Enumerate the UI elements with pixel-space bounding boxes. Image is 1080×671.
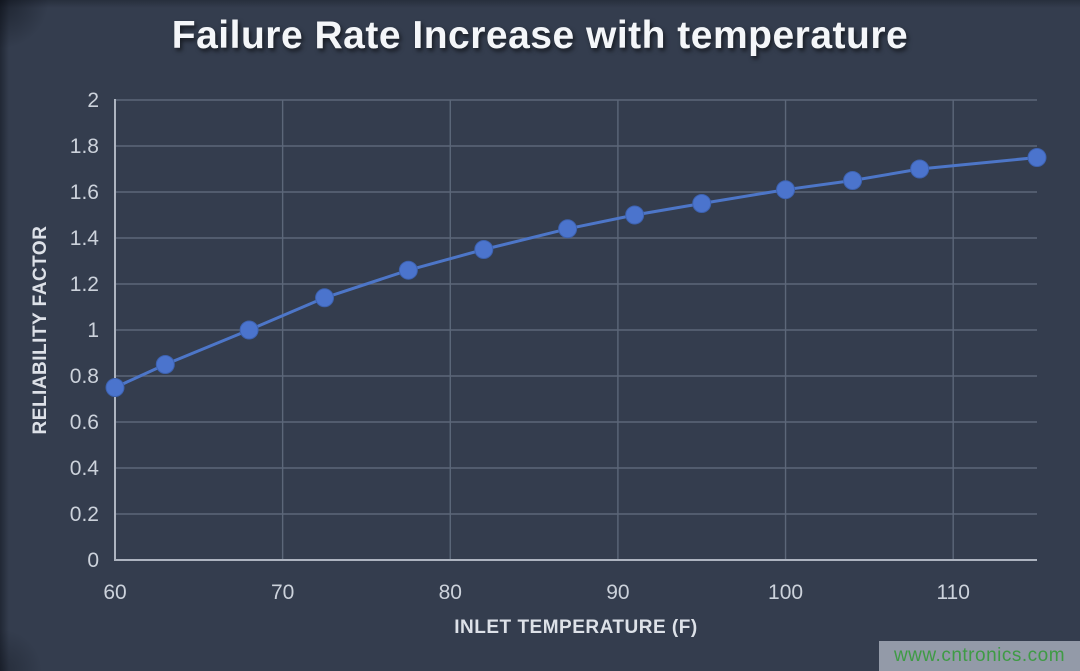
data-point-marker bbox=[239, 320, 259, 340]
data-point-marker bbox=[625, 205, 645, 225]
data-point-marker bbox=[105, 378, 125, 397]
data-point-marker bbox=[558, 219, 578, 239]
data-point-marker bbox=[398, 260, 418, 280]
data-point-marker bbox=[474, 240, 494, 259]
y-tick-label: 0.2 bbox=[70, 503, 99, 526]
y-tick-label: 2 bbox=[87, 89, 99, 112]
y-tick-label: 0.6 bbox=[70, 411, 99, 434]
y-tick-label: 0.4 bbox=[70, 457, 100, 480]
y-tick-label: 0.8 bbox=[70, 365, 99, 388]
x-tick-label: 70 bbox=[271, 581, 294, 604]
data-point-marker bbox=[776, 180, 796, 200]
x-tick-label: 110 bbox=[936, 581, 969, 604]
data-point-marker bbox=[843, 171, 863, 190]
x-tick-label: 80 bbox=[439, 581, 462, 604]
y-tick-label: 1.4 bbox=[70, 227, 100, 250]
y-tick-label: 0 bbox=[87, 549, 99, 572]
data-point-marker bbox=[1027, 148, 1047, 167]
y-tick-label: 1.6 bbox=[70, 181, 99, 204]
x-tick-label: 60 bbox=[103, 581, 126, 604]
y-axis-title: RELIABILITY FACTOR bbox=[30, 226, 51, 435]
data-point-marker bbox=[315, 288, 335, 308]
watermark-strip: www.cntronics.com bbox=[879, 641, 1080, 671]
y-tick-label: 1.2 bbox=[70, 273, 99, 296]
y-tick-label: 1 bbox=[87, 319, 99, 342]
watermark-text: www.cntronics.com bbox=[893, 645, 1066, 666]
data-point-marker bbox=[910, 159, 930, 179]
x-axis-title: INLET TEMPERATURE (F) bbox=[454, 617, 697, 638]
y-tick-label: 1.8 bbox=[70, 135, 99, 158]
data-point-marker bbox=[155, 355, 175, 374]
x-tick-label: 100 bbox=[768, 581, 803, 604]
data-point-marker bbox=[692, 194, 712, 213]
x-tick-label: 90 bbox=[606, 581, 629, 604]
